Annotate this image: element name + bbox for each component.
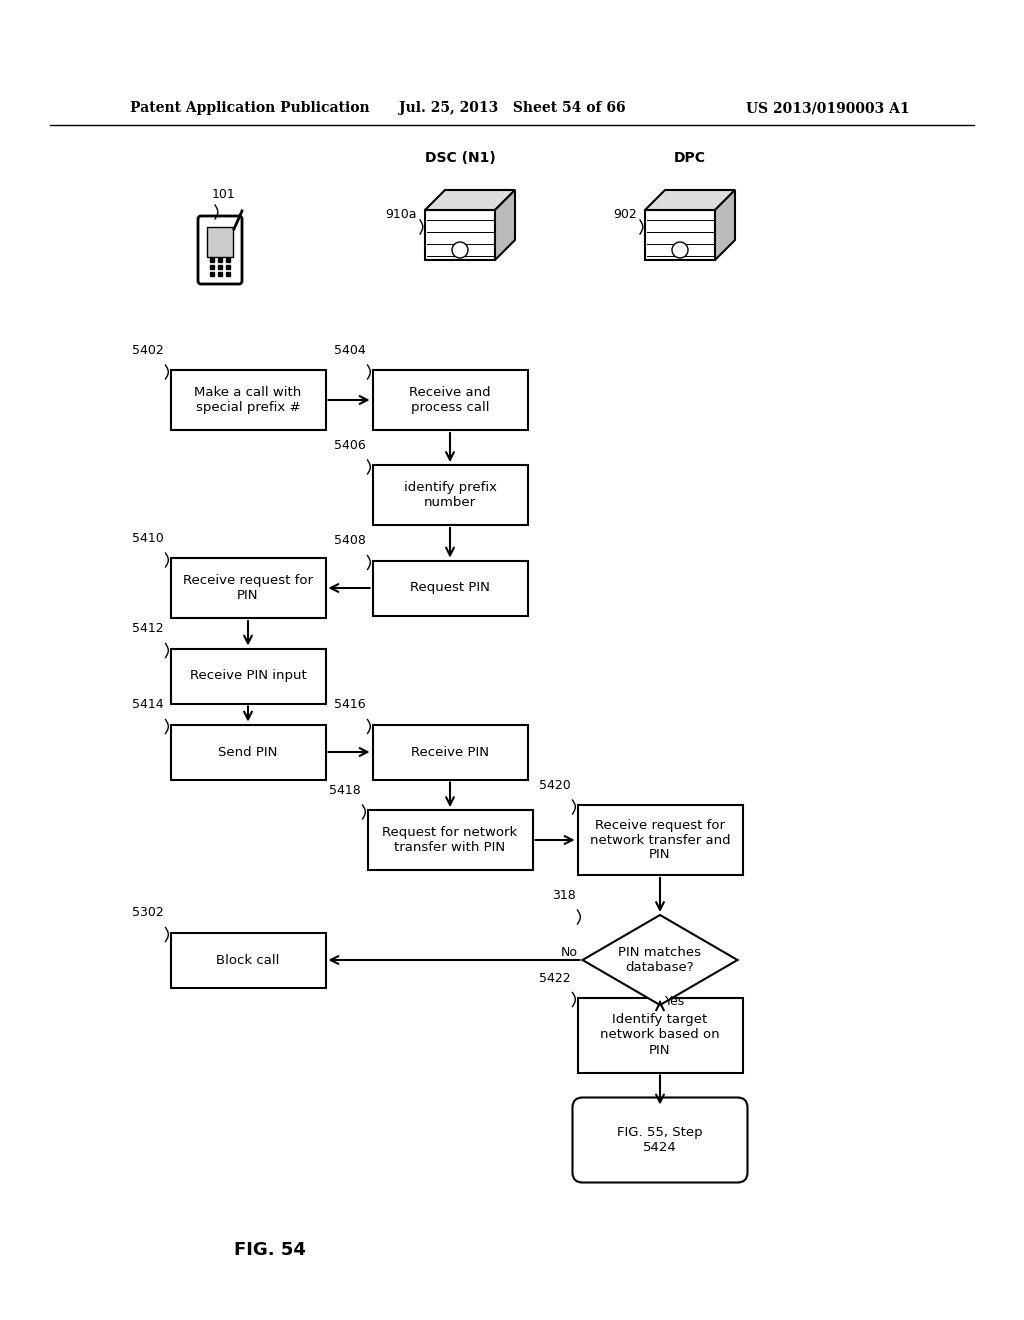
Text: Send PIN: Send PIN	[218, 746, 278, 759]
Text: Patent Application Publication: Patent Application Publication	[130, 102, 370, 115]
Text: Receive and
process call: Receive and process call	[410, 385, 490, 414]
Text: 5410: 5410	[132, 532, 164, 545]
Text: Block call: Block call	[216, 953, 280, 966]
Text: 5414: 5414	[132, 698, 164, 711]
Text: Receive request for
network transfer and
PIN: Receive request for network transfer and…	[590, 818, 730, 862]
Polygon shape	[645, 190, 735, 210]
Text: PIN matches
database?: PIN matches database?	[618, 946, 701, 974]
Text: Yes: Yes	[665, 995, 685, 1007]
Text: 5420: 5420	[539, 779, 570, 792]
Text: US 2013/0190003 A1: US 2013/0190003 A1	[746, 102, 910, 115]
Bar	[171, 648, 326, 704]
Text: 5422: 5422	[539, 972, 570, 985]
Bar	[578, 805, 742, 875]
Bar	[171, 370, 326, 430]
Text: No: No	[560, 945, 578, 958]
Text: 5406: 5406	[334, 440, 366, 451]
Text: 5404: 5404	[334, 345, 366, 356]
Text: Jul. 25, 2013   Sheet 54 of 66: Jul. 25, 2013 Sheet 54 of 66	[398, 102, 626, 115]
Text: FIG. 54: FIG. 54	[234, 1241, 306, 1259]
Bar	[578, 998, 742, 1072]
Circle shape	[672, 242, 688, 257]
Text: FIG. 55, Step
5424: FIG. 55, Step 5424	[617, 1126, 702, 1154]
Circle shape	[452, 242, 468, 257]
Text: Receive PIN: Receive PIN	[411, 746, 489, 759]
Text: 5402: 5402	[132, 345, 164, 356]
Bar	[171, 558, 326, 618]
Polygon shape	[425, 210, 495, 260]
Bar	[373, 561, 527, 615]
Bar	[207, 227, 233, 257]
Text: Make a call with
special prefix #: Make a call with special prefix #	[195, 385, 302, 414]
Text: identify prefix
number: identify prefix number	[403, 480, 497, 510]
Text: 5418: 5418	[329, 784, 360, 797]
Text: 5408: 5408	[334, 535, 366, 548]
Text: 902: 902	[613, 209, 637, 222]
Text: DSC (N1): DSC (N1)	[425, 150, 496, 165]
Text: Receive request for
PIN: Receive request for PIN	[183, 574, 313, 602]
Text: 5416: 5416	[334, 698, 366, 711]
Bar	[373, 725, 527, 780]
Polygon shape	[495, 190, 515, 260]
Text: 910a: 910a	[385, 209, 417, 222]
Bar	[373, 465, 527, 525]
Bar	[171, 725, 326, 780]
FancyBboxPatch shape	[572, 1097, 748, 1183]
Text: Request for network
transfer with PIN: Request for network transfer with PIN	[382, 826, 517, 854]
Text: Receive PIN input: Receive PIN input	[189, 669, 306, 682]
Polygon shape	[645, 210, 715, 260]
Polygon shape	[425, 190, 515, 210]
Text: Identify target
network based on
PIN: Identify target network based on PIN	[600, 1014, 720, 1056]
Bar	[373, 370, 527, 430]
Text: 318: 318	[552, 888, 575, 902]
Polygon shape	[715, 190, 735, 260]
Bar	[368, 810, 532, 870]
Text: Request PIN: Request PIN	[410, 582, 489, 594]
Text: 101: 101	[212, 187, 236, 201]
Text: 5302: 5302	[132, 907, 164, 920]
Bar	[171, 932, 326, 987]
Text: 5412: 5412	[132, 623, 164, 635]
FancyBboxPatch shape	[198, 216, 242, 284]
Polygon shape	[583, 915, 737, 1005]
Text: DPC: DPC	[674, 150, 706, 165]
